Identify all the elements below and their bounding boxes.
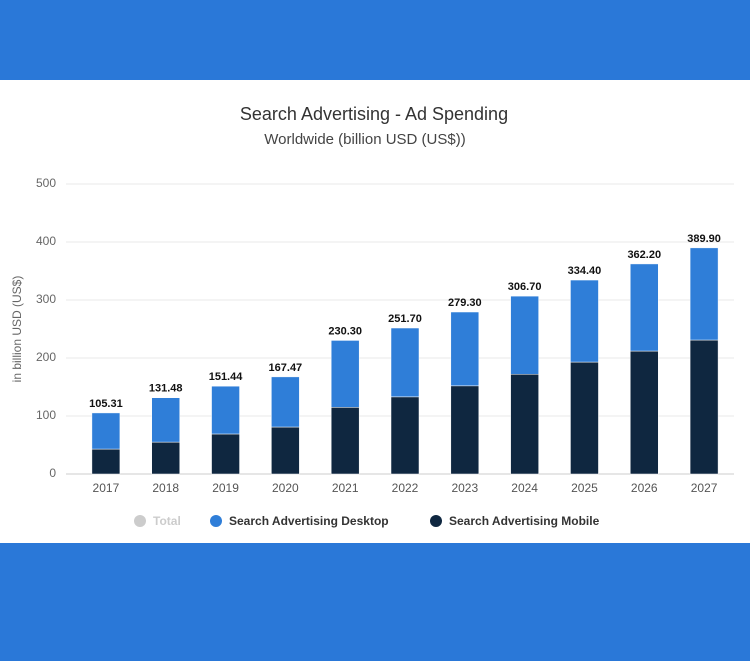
- total-label: 279.30: [448, 297, 482, 309]
- total-label: 389.90: [687, 233, 721, 245]
- bar-segment: [450, 385, 480, 475]
- bar-segment: [570, 361, 599, 475]
- bar-segment: [390, 327, 420, 398]
- top-band: [0, 0, 750, 80]
- y-tick-label: 200: [36, 350, 56, 364]
- bar-segment: [689, 339, 719, 475]
- x-tick-label: 2025: [571, 481, 598, 495]
- total-label: 334.40: [568, 265, 602, 277]
- x-tick-label: 2022: [392, 481, 419, 495]
- x-tick-label: 2020: [272, 481, 299, 495]
- x-tick-label: 2026: [631, 481, 658, 495]
- x-tick-label: 2017: [93, 481, 120, 495]
- bar-segment: [91, 448, 121, 475]
- bar-segment: [630, 263, 659, 352]
- bar-segment: [570, 279, 599, 363]
- y-tick-label: 300: [36, 292, 56, 306]
- y-tick-label: 500: [36, 176, 56, 190]
- total-label: 167.47: [269, 362, 303, 374]
- chart-title: Search Advertising - Ad Spending: [240, 104, 508, 124]
- bar-segment: [271, 426, 300, 475]
- legend-marker[interactable]: [134, 515, 146, 527]
- bar-segment: [390, 396, 420, 475]
- bar-segment: [450, 311, 480, 387]
- x-tick-label: 2027: [691, 481, 718, 495]
- x-tick-label: 2024: [511, 481, 538, 495]
- bar-segment: [271, 376, 300, 428]
- total-label: 362.20: [627, 249, 661, 261]
- bar-segment: [151, 397, 180, 443]
- bar-segment: [510, 373, 539, 475]
- x-tick-label: 2021: [332, 481, 359, 495]
- bar-segment: [211, 433, 240, 475]
- legend-marker[interactable]: [210, 515, 222, 527]
- bar-segment: [330, 340, 360, 408]
- y-tick-label: 100: [36, 408, 56, 422]
- legend-label[interactable]: Search Advertising Desktop: [229, 514, 389, 528]
- y-tick-label: 400: [36, 234, 56, 248]
- legend-marker[interactable]: [430, 515, 442, 527]
- total-label: 105.31: [89, 398, 123, 410]
- bar-segment: [689, 247, 719, 341]
- bar-segment: [151, 441, 180, 475]
- bar-segment: [211, 385, 240, 435]
- legend-label[interactable]: Search Advertising Mobile: [449, 514, 600, 528]
- chart-background: [0, 80, 750, 543]
- total-label: 251.70: [388, 313, 422, 325]
- bar-segment: [91, 412, 121, 450]
- bottom-band: [0, 543, 750, 661]
- bar-segment: [630, 350, 659, 475]
- x-tick-label: 2018: [152, 481, 179, 495]
- legend-label[interactable]: Total: [153, 514, 181, 528]
- bar-segment: [330, 407, 360, 475]
- total-label: 306.70: [508, 281, 542, 293]
- x-tick-label: 2023: [451, 481, 478, 495]
- total-label: 230.30: [328, 325, 362, 337]
- total-label: 151.44: [209, 371, 244, 383]
- total-label: 131.48: [149, 383, 183, 395]
- y-tick-label: 0: [49, 466, 56, 480]
- bar-segment: [510, 295, 539, 375]
- y-axis-label: in billion USD (US$): [10, 276, 24, 383]
- chart-subtitle: Worldwide (billion USD (US$)): [264, 131, 465, 148]
- x-tick-label: 2019: [212, 481, 239, 495]
